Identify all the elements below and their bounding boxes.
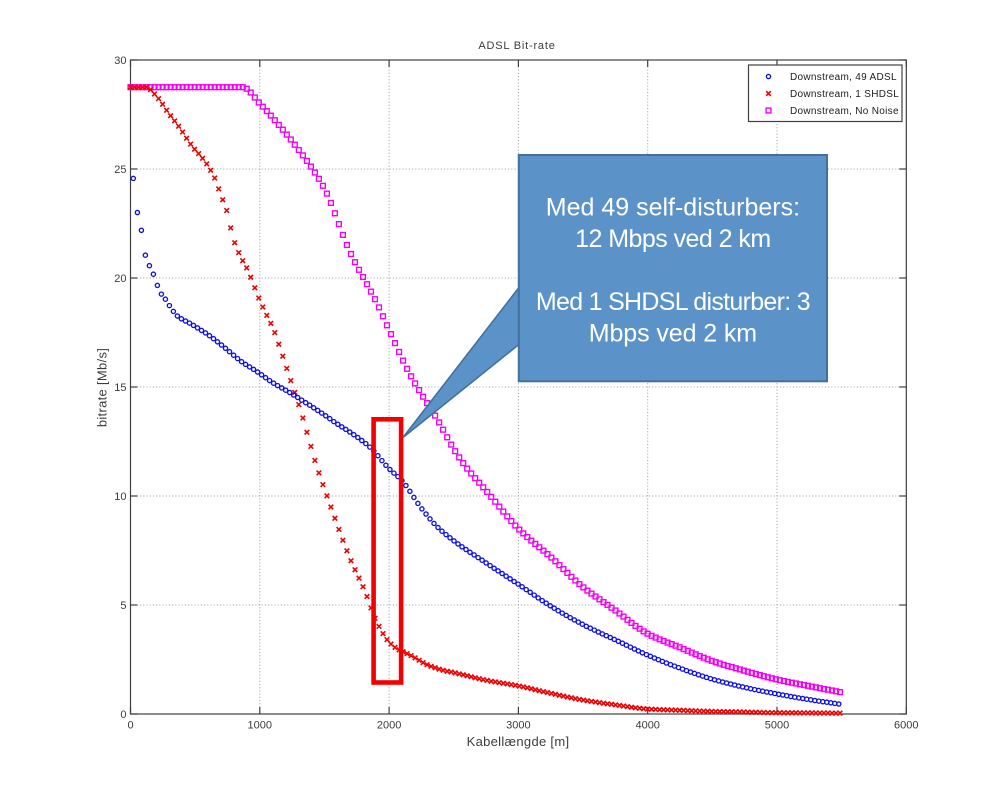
svg-text:Med 49 self-disturbers:: Med 49 self-disturbers:: [546, 193, 800, 221]
svg-text:6000: 6000: [894, 720, 918, 732]
svg-text:12 Mbps ved 2 km: 12 Mbps ved 2 km: [575, 225, 770, 253]
svg-text:ADSL Bit-rate: ADSL Bit-rate: [478, 40, 555, 52]
svg-text:20: 20: [114, 273, 126, 285]
svg-text:Kabellængde [m]: Kabellængde [m]: [467, 734, 570, 749]
svg-text:4000: 4000: [635, 720, 659, 732]
svg-text:15: 15: [114, 382, 126, 394]
svg-text:25: 25: [114, 164, 126, 176]
svg-text:3000: 3000: [506, 720, 530, 732]
svg-text:0: 0: [127, 720, 133, 732]
svg-text:Downstream, 49 ADSL: Downstream, 49 ADSL: [790, 72, 897, 83]
svg-text:Downstream, No Noise: Downstream, No Noise: [790, 106, 899, 117]
svg-text:5000: 5000: [765, 720, 789, 732]
svg-text:Mbps ved 2 km: Mbps ved 2 km: [589, 320, 757, 348]
svg-text:5: 5: [120, 600, 126, 612]
svg-text:Downstream, 1 SHDSL: Downstream, 1 SHDSL: [790, 89, 899, 100]
svg-text:2000: 2000: [377, 720, 401, 732]
svg-text:Med 1 SHDSL disturber: 3: Med 1 SHDSL disturber: 3: [536, 288, 810, 316]
svg-text:bitrate [Mb/s]: bitrate [Mb/s]: [95, 348, 110, 427]
svg-text:0: 0: [120, 709, 126, 721]
svg-text:30: 30: [114, 55, 126, 67]
svg-text:1000: 1000: [248, 720, 272, 732]
svg-text:10: 10: [114, 491, 126, 503]
